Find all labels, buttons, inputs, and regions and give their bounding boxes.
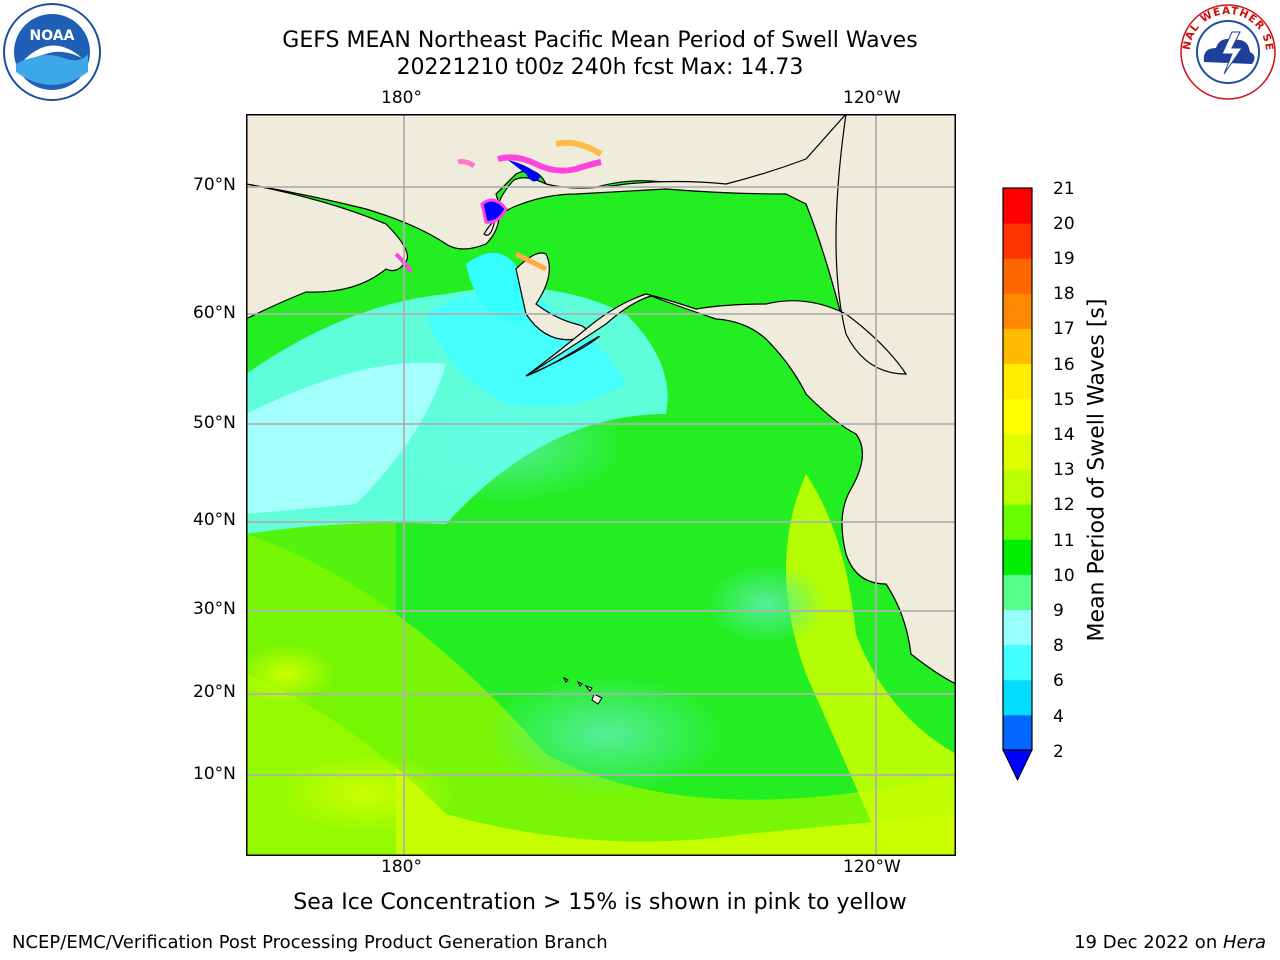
cbar-tick-11: 11 (1053, 531, 1075, 551)
period-patch-4 (276, 754, 456, 834)
graticule (246, 114, 956, 856)
cbar-tick-2: 2 (1053, 742, 1064, 762)
land-chukotka (246, 183, 408, 320)
cbar-tick-15: 15 (1053, 390, 1075, 410)
x-tick-top-120w: 120°W (843, 88, 901, 108)
nws-logo: NATIONAL WEATHER SERVICE (1173, 0, 1278, 106)
footer-date-text: 19 Dec 2022 on (1074, 932, 1223, 953)
colorbar-segment-8-9 (1003, 609, 1032, 646)
period-band-7 (426, 291, 626, 407)
cbar-tick-14: 14 (1053, 425, 1075, 445)
cbar-tick-13: 13 (1053, 460, 1075, 480)
swell-period-map (246, 114, 956, 856)
colorbar-segment-4-6 (1003, 679, 1032, 716)
cbar-tick-10: 10 (1053, 566, 1075, 586)
land-hawaii (562, 676, 603, 705)
colorbar (1002, 187, 1033, 782)
cbar-tick-18: 18 (1053, 284, 1075, 304)
period-band-9 (246, 362, 446, 514)
cbar-tick-16: 16 (1053, 355, 1075, 375)
noaa-logo-text: NOAA (30, 28, 75, 44)
x-tick-bottom-120w: 120°W (843, 857, 901, 877)
colorbar-segment-17-18 (1003, 293, 1032, 330)
y-tick-40n: 40°N (193, 510, 236, 530)
sea-ice-core (508, 160, 541, 182)
chart-title: GEFS MEAN Northeast Pacific Mean Period … (282, 28, 918, 53)
alaska-peninsula (525, 335, 600, 377)
colorbar-segment-12-13 (1003, 469, 1032, 505)
colorbar-segment-9-10 (1003, 574, 1032, 611)
period-patch-5 (246, 644, 336, 704)
footer-date: 19 Dec 2022 on Hera (1074, 932, 1266, 953)
colorbar-segment-11-12 (1003, 504, 1032, 540)
sea-ice-fringe-2 (555, 139, 603, 157)
colorbar-segment-10-11 (1003, 539, 1032, 575)
y-tick-10n: 10°N (193, 764, 236, 784)
y-tick-30n: 30°N (193, 599, 236, 619)
y-tick-70n: 70°N (193, 175, 236, 195)
map-frame (246, 114, 956, 856)
cbar-tick-6: 6 (1053, 671, 1064, 691)
period-patch-2 (706, 564, 826, 644)
colorbar-segment-16-17 (1003, 328, 1032, 365)
cbar-tick-8: 8 (1053, 636, 1064, 656)
cbar-tick-20: 20 (1053, 214, 1075, 234)
footer-host: Hera (1222, 932, 1266, 953)
bering-sea (466, 252, 530, 324)
cbar-tick-9: 9 (1053, 601, 1064, 621)
footer-credit: NCEP/EMC/Verification Post Processing Pr… (12, 932, 608, 953)
period-band-east (786, 474, 956, 856)
colorbar-segment-15-16 (1003, 363, 1032, 400)
y-tick-60n: 60°N (193, 303, 236, 323)
cbar-tick-12: 12 (1053, 495, 1075, 515)
x-tick-top-180: 180° (381, 88, 422, 108)
colorbar-segment-2-4 (1003, 714, 1032, 751)
period-patch-1 (486, 674, 726, 794)
chart-subtitle: 20221210 t00z 240h fcst Max: 14.73 (396, 55, 804, 80)
y-tick-20n: 20°N (193, 682, 236, 702)
sea-ice-core-2 (480, 198, 508, 224)
colorbar-segment-19-20 (1003, 223, 1032, 259)
colorbar-segment-13-14 (1003, 433, 1032, 470)
colorbar-segment-14-15 (1003, 398, 1032, 435)
colorbar-extend-arrow (1002, 749, 1033, 782)
noaa-logo: NOAA (2, 2, 102, 106)
colorbar-label: Mean Period of Swell Waves [s] (1084, 298, 1110, 642)
cbar-tick-21: 21 (1053, 179, 1075, 199)
colorbar-segment-18-19 (1003, 258, 1032, 294)
colorbar-segment-20-21 (1003, 188, 1032, 224)
sea-ice-fringe-3 (514, 251, 548, 272)
sea-ice-fringe-1 (497, 154, 602, 174)
cbar-tick-19: 19 (1053, 249, 1075, 269)
sea-ice-note: Sea Ice Concentration > 15% is shown in … (293, 890, 907, 915)
colorbar-segment-6-8 (1003, 644, 1032, 681)
cbar-tick-4: 4 (1053, 707, 1064, 727)
land-north-america (525, 114, 956, 685)
land-alaska-west (515, 252, 587, 341)
sea-ice-fringe-5 (457, 159, 476, 169)
x-tick-bottom-180: 180° (381, 857, 422, 877)
cbar-tick-17: 17 (1053, 319, 1075, 339)
y-tick-50n: 50°N (193, 413, 236, 433)
colorbar-frame (1002, 187, 1033, 751)
